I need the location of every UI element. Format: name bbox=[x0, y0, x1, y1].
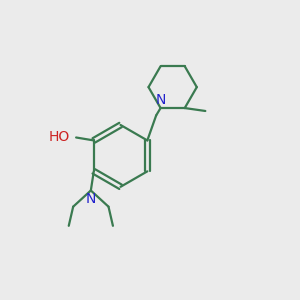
Text: N: N bbox=[155, 93, 166, 106]
Text: N: N bbox=[85, 192, 96, 206]
Text: HO: HO bbox=[49, 130, 70, 145]
